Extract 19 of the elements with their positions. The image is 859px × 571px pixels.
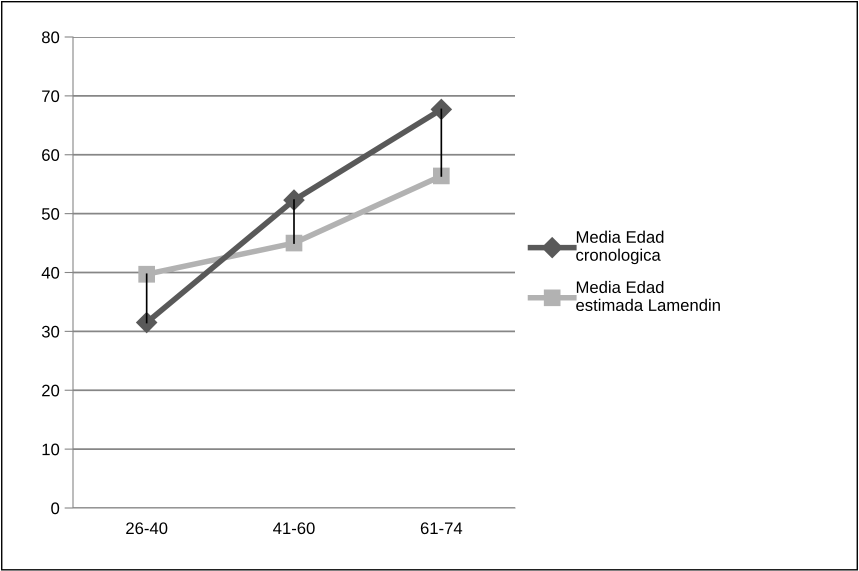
y-tick-label: 0 bbox=[51, 502, 60, 514]
y-tick-label: 60 bbox=[42, 149, 60, 161]
point bbox=[138, 266, 155, 283]
legend-label: Media Edad estimada Lamendin bbox=[576, 280, 720, 312]
y-tick-label: 50 bbox=[42, 208, 60, 220]
x-tick-label: 61-74 bbox=[420, 522, 462, 534]
point bbox=[136, 312, 158, 334]
y-tick-label: 40 bbox=[42, 266, 60, 279]
y-tick-label: 10 bbox=[42, 444, 60, 456]
point bbox=[286, 234, 302, 252]
x-tick-label: 26-40 bbox=[126, 522, 168, 534]
legend-label: Media Edad cronologica bbox=[576, 230, 664, 264]
y-tick-label: 20 bbox=[42, 384, 60, 396]
point bbox=[433, 168, 450, 184]
y-tick-label: 80 bbox=[42, 31, 60, 44]
x-tick-label: 41-60 bbox=[273, 522, 315, 534]
point bbox=[430, 98, 452, 120]
y-tick-label: 30 bbox=[42, 326, 60, 338]
y-tick-label: 70 bbox=[42, 90, 60, 102]
